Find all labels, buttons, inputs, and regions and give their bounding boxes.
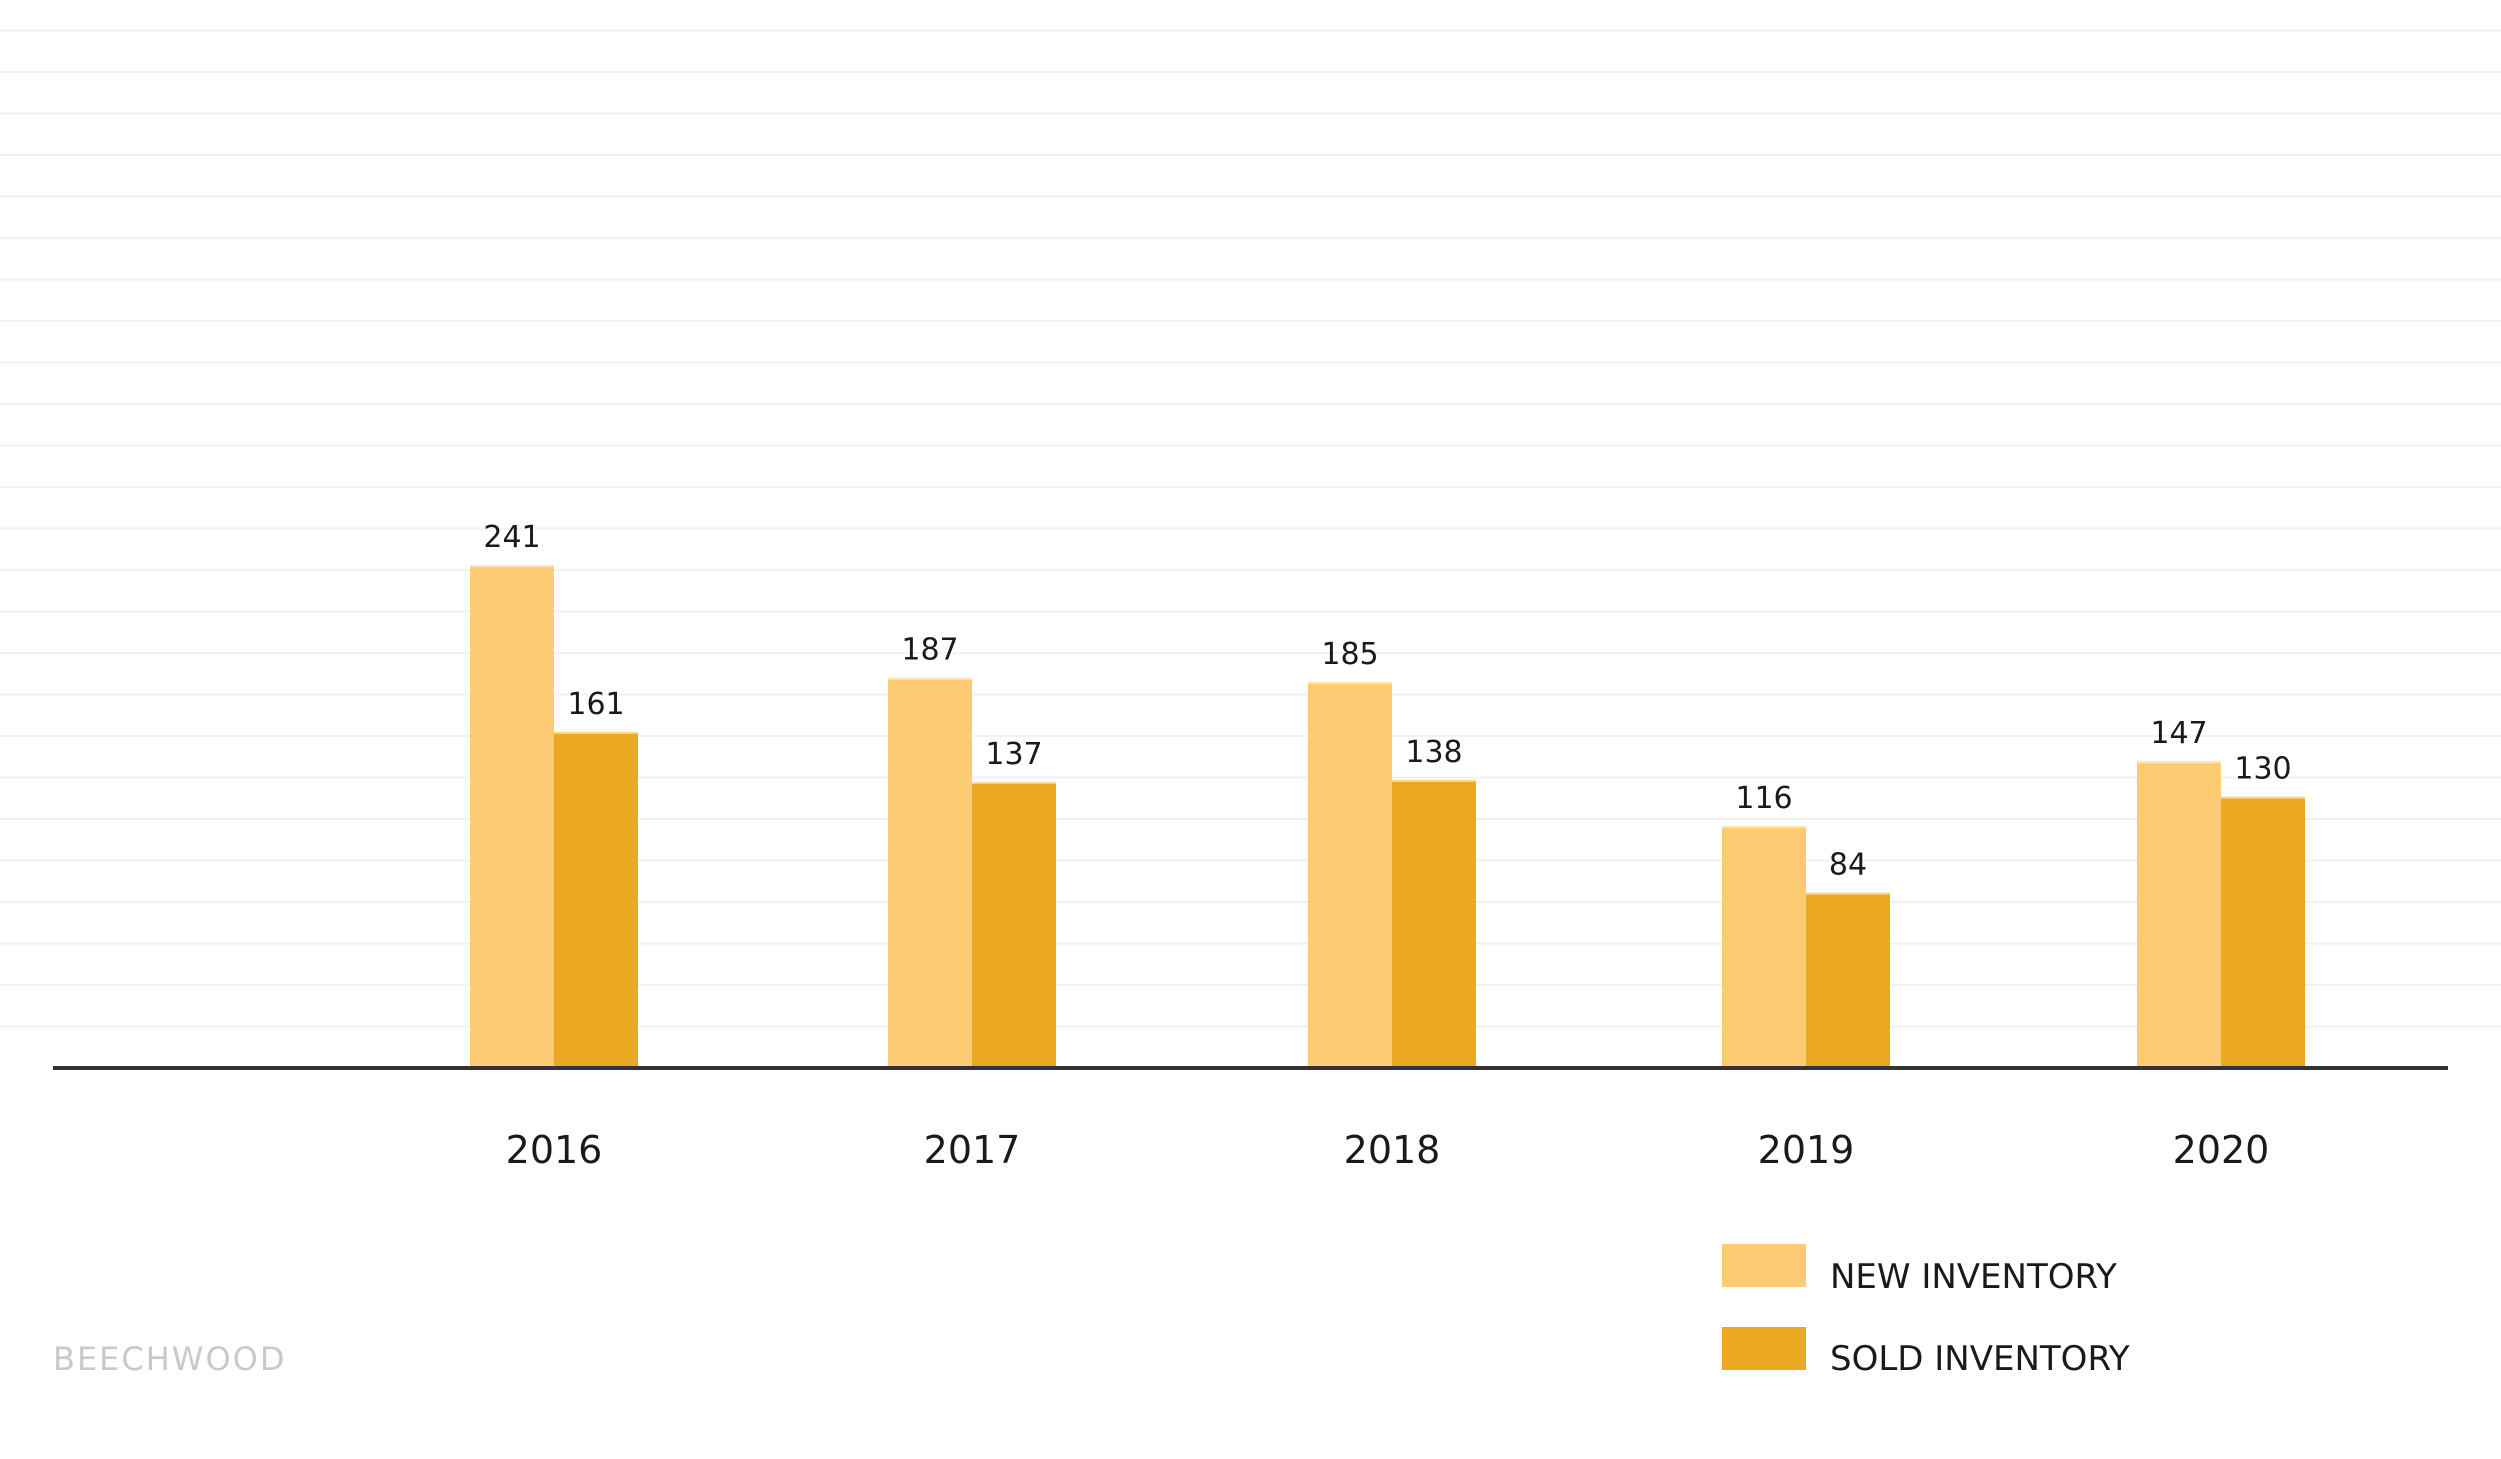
bar-sold-inventory-2018	[1392, 779, 1476, 1068]
value-label-sold-inventory-2020: 130	[2234, 752, 2291, 787]
x-tick-label-2018: 2018	[1344, 1128, 1441, 1172]
value-label-new-inventory-2016: 241	[483, 520, 540, 555]
legend-label-new-inventory: NEW INVENTORY	[1830, 1257, 2117, 1297]
value-label-new-inventory-2017: 187	[901, 633, 958, 668]
value-label-new-inventory-2020: 147	[2150, 716, 2207, 751]
value-label-sold-inventory-2018: 138	[1405, 735, 1462, 770]
legend-label-sold-inventory: SOLD INVENTORY	[1830, 1339, 2130, 1379]
bar-sold-inventory-2017	[972, 782, 1056, 1068]
legend-swatch-sold-inventory	[1722, 1327, 1806, 1370]
bar-new-inventory-2019	[1722, 825, 1806, 1068]
bar-sold-inventory-2016	[554, 731, 638, 1068]
value-label-new-inventory-2019: 116	[1735, 781, 1792, 816]
value-label-sold-inventory-2019: 84	[1829, 848, 1867, 883]
x-tick-label-2016: 2016	[506, 1128, 603, 1172]
bar-new-inventory-2018	[1308, 681, 1392, 1068]
x-axis-labels: 2016 2017 2018 2019 2020	[506, 1128, 2270, 1172]
x-tick-label-2019: 2019	[1758, 1128, 1855, 1172]
value-label-sold-inventory-2017: 137	[985, 737, 1042, 772]
x-tick-label-2020: 2020	[2173, 1128, 2270, 1172]
value-label-sold-inventory-2016: 161	[567, 687, 624, 722]
value-label-new-inventory-2018: 185	[1321, 637, 1378, 672]
value-labels: 241 161 187 137 185 138 116 84 147 130	[483, 520, 2291, 883]
x-tick-label-2017: 2017	[924, 1128, 1021, 1172]
bar-sold-inventory-2020	[2221, 796, 2305, 1068]
legend: NEW INVENTORY SOLD INVENTORY	[1722, 1244, 2130, 1379]
bar-sold-inventory-2019	[1806, 892, 1890, 1068]
bars	[470, 565, 2305, 1068]
bar-new-inventory-2016	[470, 565, 554, 1068]
bar-new-inventory-2020	[2137, 761, 2221, 1068]
bar-new-inventory-2017	[888, 677, 972, 1068]
brand-watermark: BEECHWOOD	[53, 1340, 286, 1378]
gridlines	[0, 29, 2501, 1028]
legend-swatch-new-inventory	[1722, 1244, 1806, 1287]
